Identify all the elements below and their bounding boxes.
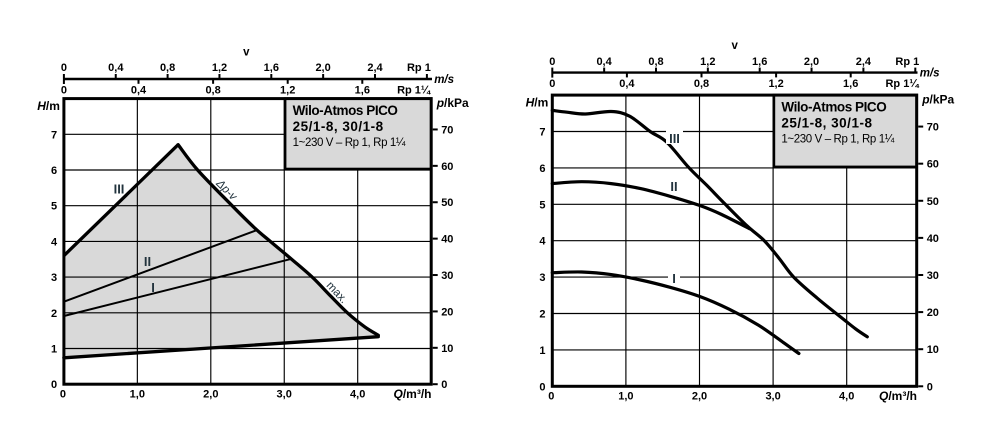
svg-text:10: 10 — [441, 343, 453, 355]
svg-text:50: 50 — [927, 196, 939, 208]
svg-text:III: III — [669, 131, 680, 146]
svg-text:5: 5 — [51, 201, 57, 213]
svg-text:v: v — [243, 47, 250, 59]
svg-text:25/1-8, 30/1-8: 25/1-8, 30/1-8 — [781, 116, 872, 131]
svg-text:Rp 1: Rp 1 — [895, 56, 919, 68]
svg-text:7: 7 — [539, 127, 545, 139]
svg-text:1~230 V – Rp 1, Rp 1¼: 1~230 V – Rp 1, Rp 1¼ — [293, 137, 406, 149]
svg-text:III: III — [114, 182, 125, 197]
svg-text:Wilo-Atmos PICO: Wilo-Atmos PICO — [781, 99, 886, 114]
svg-text:v: v — [731, 40, 738, 52]
svg-text:2,0: 2,0 — [203, 389, 218, 401]
svg-text:Q/m³/h: Q/m³/h — [879, 389, 917, 403]
svg-text:3,0: 3,0 — [765, 391, 780, 403]
svg-text:H/m: H/m — [37, 99, 60, 113]
svg-text:0: 0 — [51, 379, 57, 391]
svg-text:3: 3 — [539, 272, 545, 284]
svg-text:1,2: 1,2 — [700, 56, 715, 68]
svg-text:1,6: 1,6 — [843, 78, 858, 90]
svg-text:7: 7 — [51, 129, 57, 141]
svg-text:II: II — [144, 254, 151, 269]
svg-text:H/m: H/m — [526, 95, 549, 109]
svg-text:1: 1 — [539, 345, 545, 357]
svg-text:0,8: 0,8 — [694, 78, 709, 90]
svg-text:II: II — [670, 179, 677, 194]
svg-text:I: I — [672, 271, 676, 286]
svg-text:Rp 1: Rp 1 — [407, 62, 431, 74]
svg-text:0: 0 — [61, 85, 67, 97]
svg-text:I: I — [151, 280, 155, 295]
svg-text:1,2: 1,2 — [212, 62, 227, 74]
svg-text:0,4: 0,4 — [131, 85, 147, 97]
svg-text:m/s: m/s — [920, 67, 940, 79]
svg-text:3: 3 — [51, 272, 57, 284]
svg-text:Rp 1¼: Rp 1¼ — [397, 85, 431, 97]
svg-text:5: 5 — [539, 199, 545, 211]
svg-text:10: 10 — [927, 344, 939, 356]
svg-text:2,0: 2,0 — [692, 391, 707, 403]
svg-text:30: 30 — [441, 270, 453, 282]
svg-text:4,0: 4,0 — [839, 391, 854, 403]
svg-text:40: 40 — [927, 233, 939, 245]
svg-text:0: 0 — [60, 389, 66, 401]
svg-text:4: 4 — [51, 236, 58, 248]
svg-text:0: 0 — [539, 381, 545, 393]
svg-text:p/kPa: p/kPa — [436, 96, 469, 110]
svg-text:6: 6 — [539, 163, 545, 175]
svg-text:2,0: 2,0 — [804, 56, 819, 68]
svg-text:25/1-8, 30/1-8: 25/1-8, 30/1-8 — [293, 119, 384, 134]
svg-text:1~230 V – Rp 1, Rp 1¼: 1~230 V – Rp 1, Rp 1¼ — [781, 134, 894, 146]
svg-text:50: 50 — [441, 197, 453, 209]
svg-text:1,0: 1,0 — [130, 389, 145, 401]
svg-text:1,2: 1,2 — [280, 85, 295, 97]
svg-text:1,6: 1,6 — [355, 85, 370, 97]
svg-text:6: 6 — [51, 165, 57, 177]
svg-text:1,0: 1,0 — [618, 391, 633, 403]
svg-text:40: 40 — [441, 234, 453, 246]
svg-text:70: 70 — [441, 125, 453, 137]
svg-text:0: 0 — [927, 381, 933, 393]
svg-text:Q/m³/h: Q/m³/h — [393, 387, 431, 401]
svg-text:Rp 1¼: Rp 1¼ — [885, 78, 919, 90]
svg-text:0,4: 0,4 — [596, 56, 612, 68]
svg-text:20: 20 — [441, 306, 453, 318]
svg-text:Wilo-Atmos PICO: Wilo-Atmos PICO — [293, 103, 398, 118]
svg-text:2: 2 — [539, 309, 545, 321]
svg-text:0,8: 0,8 — [648, 56, 663, 68]
svg-text:0,8: 0,8 — [205, 85, 220, 97]
svg-text:2,0: 2,0 — [315, 62, 330, 74]
svg-text:60: 60 — [927, 159, 939, 171]
svg-text:2: 2 — [51, 308, 57, 320]
svg-text:2,4: 2,4 — [367, 62, 383, 74]
svg-text:0,4: 0,4 — [619, 78, 635, 90]
svg-text:0: 0 — [548, 391, 554, 403]
svg-text:0,4: 0,4 — [108, 62, 124, 74]
svg-text:1,2: 1,2 — [768, 78, 783, 90]
svg-text:0: 0 — [441, 379, 447, 391]
svg-text:0: 0 — [549, 56, 555, 68]
svg-text:4,0: 4,0 — [350, 389, 365, 401]
svg-text:4: 4 — [539, 236, 546, 248]
svg-text:m/s: m/s — [434, 74, 454, 86]
svg-text:p/kPa: p/kPa — [921, 92, 954, 106]
svg-text:3,0: 3,0 — [277, 389, 292, 401]
svg-text:0: 0 — [61, 62, 67, 74]
svg-text:20: 20 — [927, 307, 939, 319]
svg-text:1,6: 1,6 — [264, 62, 279, 74]
svg-text:30: 30 — [927, 270, 939, 282]
svg-text:0: 0 — [549, 78, 555, 90]
svg-text:60: 60 — [441, 161, 453, 173]
svg-text:1: 1 — [51, 344, 57, 356]
svg-text:1,6: 1,6 — [752, 56, 767, 68]
svg-text:2,4: 2,4 — [856, 56, 872, 68]
svg-text:70: 70 — [927, 122, 939, 134]
svg-text:0,8: 0,8 — [160, 62, 175, 74]
